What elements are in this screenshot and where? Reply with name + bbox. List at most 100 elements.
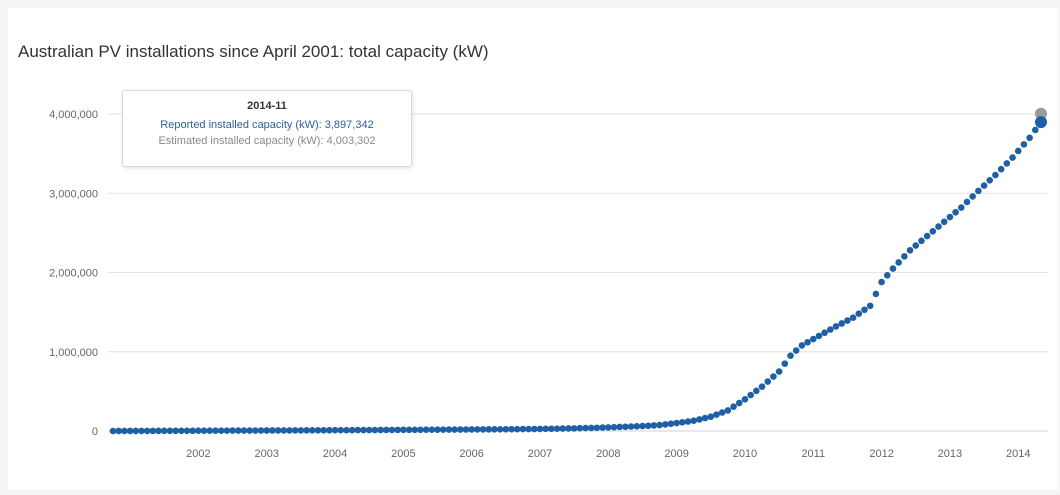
data-point-reported[interactable] xyxy=(240,427,248,434)
data-point-reported[interactable] xyxy=(121,427,128,435)
data-point-reported[interactable] xyxy=(605,424,612,431)
data-point-reported[interactable] xyxy=(901,253,908,260)
data-point-reported[interactable] xyxy=(690,417,698,424)
data-point-reported[interactable] xyxy=(781,360,789,367)
data-point-reported[interactable] xyxy=(855,310,863,318)
data-point-reported[interactable] xyxy=(946,213,954,221)
data-point-reported[interactable] xyxy=(337,426,345,434)
data-point-reported[interactable] xyxy=(297,427,305,434)
data-point-reported[interactable] xyxy=(622,423,629,431)
data-point-reported[interactable] xyxy=(559,425,567,432)
data-point-reported[interactable] xyxy=(377,426,384,434)
data-point-reported[interactable] xyxy=(479,426,487,433)
data-point-reported[interactable] xyxy=(155,427,162,435)
data-point-reported[interactable] xyxy=(382,426,390,434)
data-point-reported[interactable] xyxy=(178,427,185,435)
data-point-reported[interactable] xyxy=(565,425,572,432)
data-point-estimated[interactable] xyxy=(1035,107,1047,120)
data-point-reported[interactable] xyxy=(217,427,225,434)
data-point-reported[interactable] xyxy=(929,227,937,235)
data-point-reported[interactable] xyxy=(531,425,538,433)
data-point-reported[interactable] xyxy=(992,171,999,179)
data-point-reported[interactable] xyxy=(223,427,231,434)
data-point-reported[interactable] xyxy=(633,423,641,430)
data-point-reported[interactable] xyxy=(1009,154,1016,161)
data-point-reported[interactable] xyxy=(234,427,242,434)
data-point-reported[interactable] xyxy=(610,423,618,431)
data-point-reported[interactable] xyxy=(405,426,413,434)
data-point-reported[interactable] xyxy=(491,426,498,433)
data-point-reported[interactable] xyxy=(957,204,965,211)
data-point-reported[interactable] xyxy=(1032,126,1039,134)
data-point-reported[interactable] xyxy=(775,368,783,375)
data-point-reported[interactable] xyxy=(639,422,646,430)
data-point-reported[interactable] xyxy=(519,425,527,433)
data-point-reported[interactable] xyxy=(371,426,379,434)
data-point-reported[interactable] xyxy=(627,423,635,430)
data-point-reported[interactable] xyxy=(644,422,652,430)
data-point-reported[interactable] xyxy=(183,427,191,435)
data-point-reported[interactable] xyxy=(815,332,823,340)
data-point-reported[interactable] xyxy=(308,427,316,434)
data-point-reported[interactable] xyxy=(679,418,686,426)
data-point-reported[interactable] xyxy=(257,427,265,434)
data-point-reported[interactable] xyxy=(115,427,122,435)
data-point-reported[interactable] xyxy=(866,302,874,310)
data-point-reported[interactable] xyxy=(570,425,578,432)
data-point-reported[interactable] xyxy=(417,426,424,434)
data-point-reported[interactable] xyxy=(400,426,407,434)
data-point-reported[interactable] xyxy=(912,242,920,249)
data-point-reported[interactable] xyxy=(126,427,134,435)
data-point-reported[interactable] xyxy=(747,391,754,399)
data-point-reported-highlight[interactable] xyxy=(1035,116,1047,129)
data-point-reported[interactable] xyxy=(474,426,481,433)
data-point-reported[interactable] xyxy=(280,427,288,434)
data-point-reported[interactable] xyxy=(411,426,419,434)
data-point-reported[interactable] xyxy=(445,426,453,433)
data-point-reported[interactable] xyxy=(303,427,310,434)
data-point-reported[interactable] xyxy=(439,426,447,433)
data-point-reported[interactable] xyxy=(485,426,493,433)
data-point-reported[interactable] xyxy=(200,427,208,435)
data-point-reported[interactable] xyxy=(536,425,544,433)
data-point-reported[interactable] xyxy=(422,426,430,434)
data-point-reported[interactable] xyxy=(969,193,976,200)
data-point-reported[interactable] xyxy=(730,403,737,410)
data-point-reported[interactable] xyxy=(360,426,367,434)
data-point-reported[interactable] xyxy=(1026,134,1033,142)
data-point-reported[interactable] xyxy=(354,426,362,434)
data-point-reported[interactable] xyxy=(832,323,840,330)
data-point-reported[interactable] xyxy=(456,426,464,433)
data-point-reported[interactable] xyxy=(940,218,948,226)
data-point-reported[interactable] xyxy=(821,329,828,337)
data-point-reported[interactable] xyxy=(576,424,584,432)
data-point-reported[interactable] xyxy=(434,426,441,433)
data-point-reported[interactable] xyxy=(172,427,179,435)
data-point-reported[interactable] xyxy=(160,427,168,435)
data-point-reported[interactable] xyxy=(286,427,293,434)
data-point-reported[interactable] xyxy=(878,278,885,286)
data-point-reported[interactable] xyxy=(735,399,743,407)
data-point-reported[interactable] xyxy=(252,427,259,434)
data-point-reported[interactable] xyxy=(1020,141,1028,148)
data-point-reported[interactable] xyxy=(582,424,589,432)
data-point-reported[interactable] xyxy=(502,425,510,433)
data-point-reported[interactable] xyxy=(468,426,475,433)
data-point-reported[interactable] xyxy=(189,427,197,435)
data-point-reported[interactable] xyxy=(935,223,942,230)
data-point-reported[interactable] xyxy=(462,426,470,433)
data-point-reported[interactable] xyxy=(274,427,282,434)
data-point-reported[interactable] xyxy=(952,208,959,216)
data-point-reported[interactable] xyxy=(849,314,857,321)
data-point-reported[interactable] xyxy=(918,237,925,245)
data-point-reported[interactable] xyxy=(451,426,458,433)
data-point-reported[interactable] xyxy=(1003,160,1011,167)
data-point-reported[interactable] xyxy=(616,423,623,431)
data-point-reported[interactable] xyxy=(792,347,800,354)
data-point-reported[interactable] xyxy=(650,422,658,429)
data-point-reported[interactable] xyxy=(314,426,322,434)
data-point-reported[interactable] xyxy=(496,425,504,433)
data-point-reported[interactable] xyxy=(673,419,680,427)
data-point-reported[interactable] xyxy=(525,425,532,433)
data-point-reported[interactable] xyxy=(883,271,891,279)
